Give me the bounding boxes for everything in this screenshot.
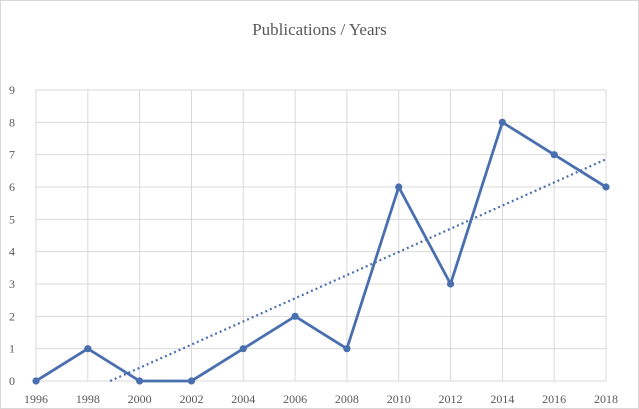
y-tick-label: 1 bbox=[9, 342, 15, 356]
x-tick-label: 2000 bbox=[128, 392, 152, 406]
y-tick-label: 3 bbox=[9, 277, 15, 291]
x-tick-label: 2006 bbox=[283, 392, 307, 406]
y-tick-label: 9 bbox=[9, 83, 15, 97]
x-tick-label: 2014 bbox=[490, 392, 514, 406]
y-tick-label: 6 bbox=[9, 180, 15, 194]
data-point bbox=[446, 280, 455, 288]
data-point bbox=[498, 118, 506, 126]
trendline-group bbox=[109, 158, 607, 383]
x-tick-label: 2012 bbox=[439, 392, 463, 406]
data-point bbox=[239, 345, 247, 353]
data-point bbox=[187, 377, 196, 385]
x-tick-label: 2018 bbox=[594, 392, 618, 406]
vertical-gridlines bbox=[35, 90, 607, 381]
x-tick-label: 2002 bbox=[179, 392, 203, 406]
y-tick-label: 5 bbox=[9, 212, 15, 226]
x-tick-label: 1998 bbox=[76, 392, 100, 406]
y-tick-label: 7 bbox=[9, 148, 15, 162]
data-point bbox=[602, 183, 610, 191]
data-point bbox=[291, 312, 299, 320]
data-point bbox=[343, 345, 351, 353]
trendline bbox=[109, 158, 607, 383]
x-tick-label: 2008 bbox=[335, 392, 359, 406]
x-axis-tick-labels: 1996 1998 2000 2002 2004 2006 2008 2010 2012 2014… bbox=[24, 392, 618, 406]
data-point bbox=[395, 183, 403, 191]
chart-title: Publications / Years bbox=[252, 20, 387, 39]
series-line bbox=[34, 120, 608, 383]
data-point bbox=[32, 377, 40, 385]
data-point bbox=[550, 151, 558, 159]
data-point bbox=[136, 377, 144, 385]
y-tick-label: 4 bbox=[9, 245, 15, 259]
y-tick-label: 0 bbox=[9, 374, 15, 388]
y-tick-label: 2 bbox=[9, 309, 15, 323]
y-tick-label: 8 bbox=[9, 115, 15, 129]
x-tick-label: 2010 bbox=[387, 392, 411, 406]
horizontal-gridlines bbox=[36, 89, 606, 382]
y-axis-tick-labels: 0 1 2 3 4 5 6 7 8 9 bbox=[9, 83, 15, 388]
data-point bbox=[84, 345, 92, 353]
x-tick-label: 2004 bbox=[231, 392, 255, 406]
x-tick-label: 2016 bbox=[542, 392, 566, 406]
series-group bbox=[32, 118, 610, 385]
x-tick-label: 1996 bbox=[24, 392, 48, 406]
